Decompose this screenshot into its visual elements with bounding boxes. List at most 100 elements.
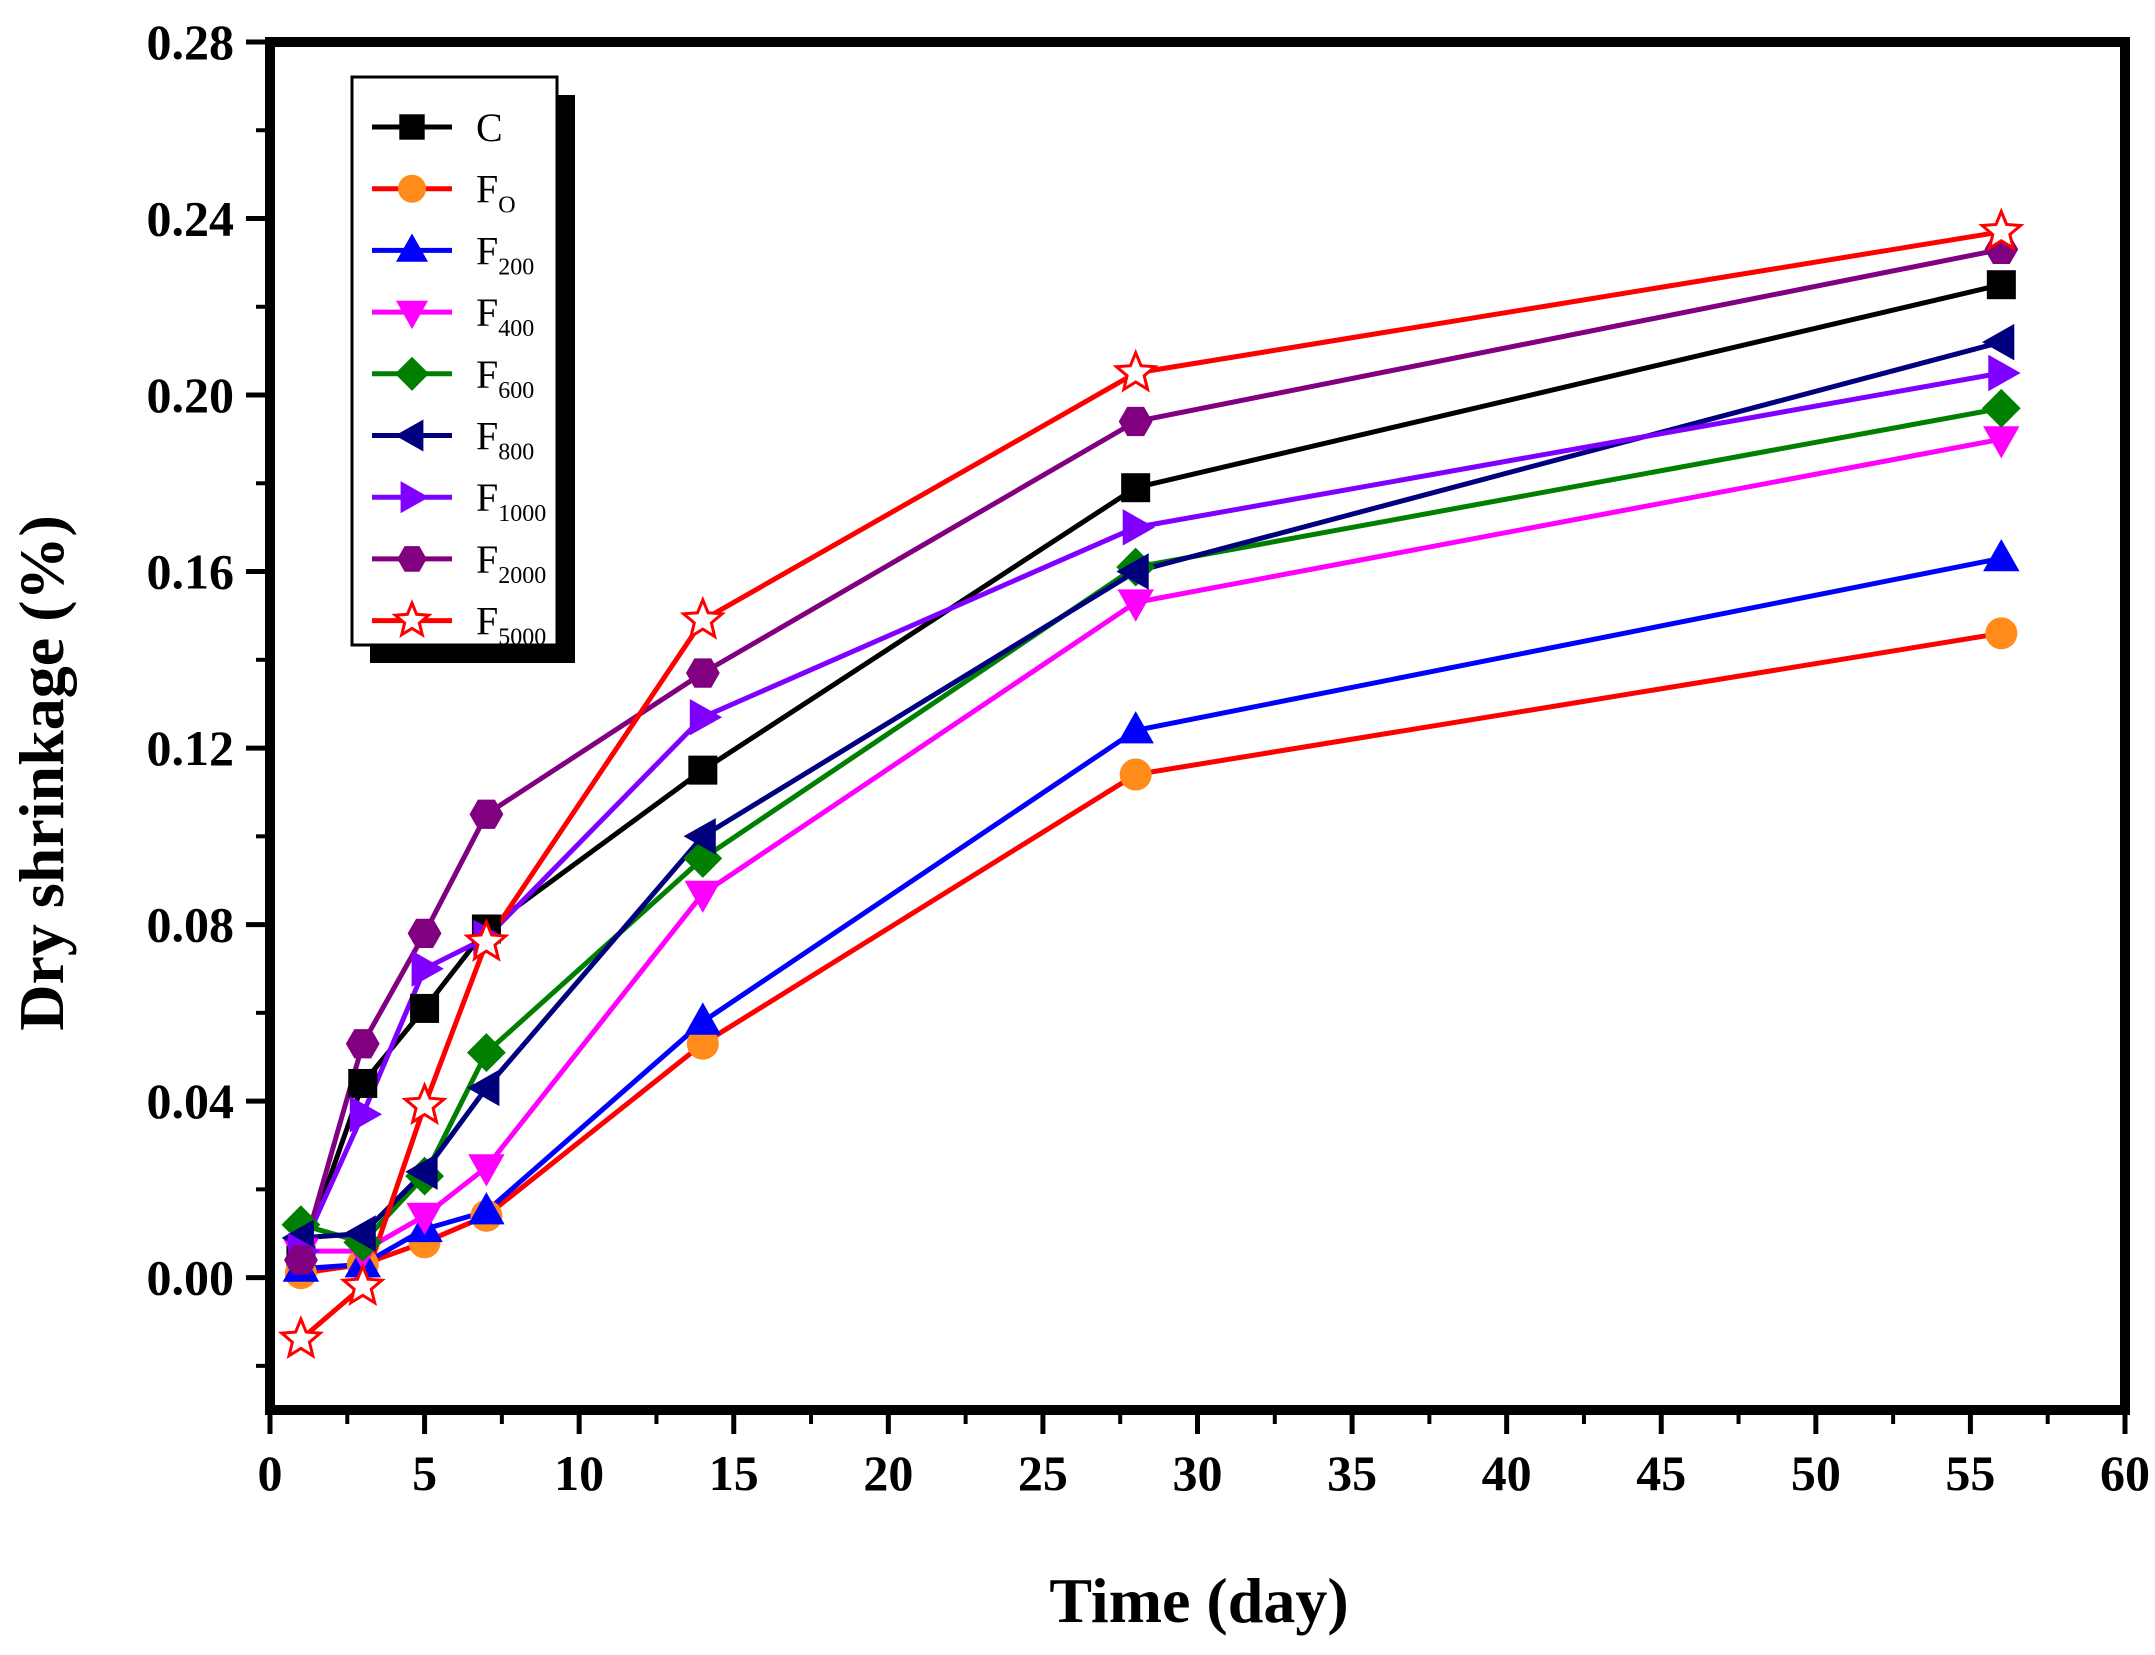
- x-tick-label: 0: [258, 1445, 283, 1501]
- legend-label-main: F: [476, 414, 498, 459]
- x-tick-label: 55: [1945, 1445, 1995, 1501]
- legend-marker: [395, 300, 429, 330]
- legend-label-main: F: [476, 537, 498, 582]
- legend-label-subscript: 1000: [498, 501, 546, 527]
- x-tick-label: 40: [1482, 1445, 1532, 1501]
- x-tick-label: 25: [1018, 1445, 1068, 1501]
- legend-box: [350, 75, 559, 647]
- data-point-F2000: [1118, 406, 1153, 437]
- data-point-FO: [1119, 758, 1152, 791]
- x-tick-label: 35: [1327, 1445, 1377, 1501]
- legend-marker: [397, 546, 427, 572]
- data-point-F400: [1117, 589, 1154, 622]
- x-tick-label: 45: [1636, 1445, 1686, 1501]
- data-point-F2000: [284, 1245, 318, 1275]
- legend-item-F200: F200: [372, 228, 534, 280]
- y-tick-label: 0.04: [147, 1073, 235, 1129]
- legend-marker: [398, 174, 426, 203]
- data-point-F600: [466, 1033, 506, 1073]
- legend-label: F600: [476, 352, 534, 404]
- x-tick-label: 10: [554, 1445, 604, 1501]
- series-markers-F5000: [277, 207, 2025, 1360]
- data-point-F200: [1117, 711, 1154, 744]
- series-layer: [277, 207, 2025, 1360]
- legend-label-main: C: [476, 105, 503, 150]
- legend-marker: [400, 481, 429, 514]
- data-point-F5000: [339, 1262, 386, 1307]
- legend-label-subscript: 800: [498, 440, 534, 466]
- legend-item-F2000: F2000: [372, 537, 546, 589]
- legend-marker: [391, 599, 433, 639]
- legend-label-subscript: 400: [498, 316, 534, 342]
- legend-item-F400: F400: [372, 290, 534, 342]
- x-tick-label: 20: [863, 1445, 913, 1501]
- data-point-F400: [468, 1154, 505, 1187]
- legend-label-subscript: 5000: [498, 625, 546, 651]
- legend-label-main: F: [476, 228, 498, 273]
- legend-label: F200: [476, 228, 534, 280]
- legend-label: FO: [476, 167, 516, 219]
- data-point-C: [688, 755, 718, 785]
- legend-item-F1000: F1000: [372, 475, 546, 527]
- legend-label: F800: [476, 414, 534, 466]
- y-tick-label: 0.08: [147, 897, 235, 953]
- y-tick-label: 0.16: [147, 544, 235, 600]
- data-point-F5000: [1978, 207, 2025, 252]
- data-point-F1000: [349, 1096, 383, 1133]
- legend-label-main: F: [476, 352, 498, 397]
- data-point-FO: [1985, 617, 2018, 650]
- data-point-C: [410, 993, 440, 1023]
- y-tick-label: 0.12: [147, 720, 235, 776]
- data-point-F5000: [1112, 348, 1159, 393]
- data-point-F5000: [679, 595, 726, 640]
- legend-item-F800: F800: [372, 414, 534, 466]
- legend-marker: [399, 114, 425, 140]
- y-tick-label: 0.24: [147, 191, 235, 247]
- data-point-F2000: [407, 918, 442, 948]
- data-point-F400: [406, 1202, 443, 1236]
- legend-label: F1000: [476, 475, 546, 527]
- y-tick-label: 0.20: [147, 367, 235, 423]
- legend-label-main: F: [476, 167, 498, 212]
- data-point-F1000: [1122, 509, 1155, 546]
- data-point-C: [1121, 473, 1151, 503]
- series-markers-F800: [281, 323, 2015, 1257]
- data-point-F2000: [685, 658, 720, 688]
- data-point-F5000: [277, 1315, 324, 1360]
- data-point-F800: [1982, 323, 2015, 361]
- legend-label-main: F: [476, 290, 498, 335]
- data-point-F800: [343, 1215, 376, 1252]
- legend-item-F5000: F5000: [372, 599, 546, 651]
- legend-label-subscript: 2000: [498, 563, 546, 589]
- data-point-F600: [1981, 388, 2021, 428]
- legend-label: F5000: [476, 599, 546, 651]
- x-tick-label: 5: [412, 1445, 437, 1501]
- y-axis-title: Dry shrinkage (%): [6, 515, 77, 1031]
- legend-label-subscript: 200: [498, 254, 534, 280]
- legend-label-main: F: [476, 599, 498, 644]
- data-point-F5000: [463, 918, 510, 962]
- data-point-F1000: [1988, 354, 2021, 392]
- data-point-F1000: [689, 698, 723, 736]
- data-point-F400: [684, 880, 722, 913]
- y-tick-label: 0.28: [147, 14, 235, 70]
- data-point-F5000: [401, 1081, 448, 1126]
- legend-item-FO: FO: [372, 167, 516, 219]
- legend-label-subscript: O: [498, 193, 515, 219]
- series-markers-F2000: [284, 234, 2019, 1275]
- data-point-F200: [468, 1192, 505, 1225]
- legend-marker: [395, 233, 429, 262]
- legend-marker: [394, 356, 430, 391]
- x-tick-label: 50: [1791, 1445, 1841, 1501]
- legend-label: F400: [476, 290, 534, 342]
- data-point-F800: [467, 1069, 500, 1107]
- legend-label: F2000: [476, 537, 546, 589]
- legend-label-subscript: 600: [498, 378, 534, 404]
- data-point-F1000: [411, 950, 444, 987]
- data-point-F2000: [469, 799, 504, 829]
- data-point-F800: [683, 818, 716, 855]
- x-tick-label: 60: [2100, 1445, 2150, 1501]
